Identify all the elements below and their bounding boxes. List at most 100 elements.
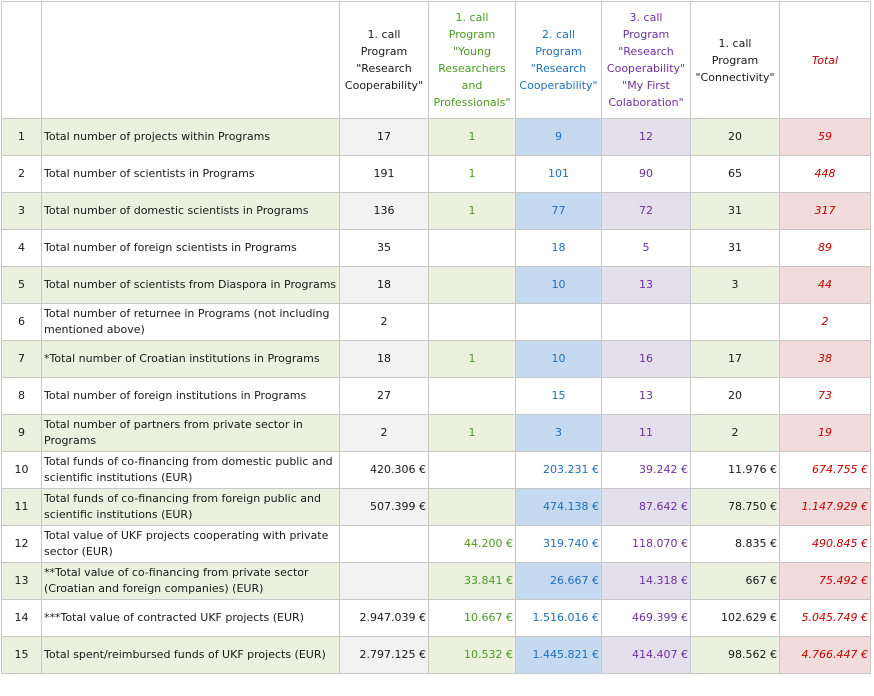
cell-call1-research-cooperability[interactable]: 191 [339,155,429,193]
row-number-cell[interactable]: 10 [1,451,42,489]
cell-call1-young-researchers[interactable]: 1 [428,192,516,230]
cell-call1-connectivity[interactable]: 31 [690,192,780,230]
row-label-cell[interactable]: Total number of returnee in Programs (no… [41,303,340,341]
row-label-cell[interactable]: Total number of scientists from Diaspora… [41,266,340,304]
cell-call3-my-first-colaboration[interactable]: 118.070 € [601,525,691,563]
cell-call1-connectivity[interactable]: 2 [690,414,780,452]
cell-call1-young-researchers[interactable] [428,377,516,415]
header-call2-research-cooperability[interactable]: 2. call Program "Research Cooperability" [515,1,602,119]
row-label-cell[interactable]: Total number of projects within Programs [41,118,340,156]
cell-call1-research-cooperability[interactable]: 27 [339,377,429,415]
row-label-cell[interactable]: Total value of UKF projects cooperating … [41,525,340,563]
cell-total[interactable]: 674.755 € [779,451,871,489]
cell-call3-my-first-colaboration[interactable]: 13 [601,377,691,415]
row-number-cell[interactable]: 1 [1,118,42,156]
cell-call1-young-researchers[interactable] [428,266,516,304]
row-label-cell[interactable]: ***Total value of contracted UKF project… [41,599,340,637]
cell-call2-research-cooperability[interactable]: 1.516.016 € [515,599,602,637]
cell-total[interactable]: 19 [779,414,871,452]
cell-call2-research-cooperability[interactable]: 3 [515,414,602,452]
cell-call1-connectivity[interactable]: 8.835 € [690,525,780,563]
cell-call1-connectivity[interactable]: 65 [690,155,780,193]
row-number-cell[interactable]: 9 [1,414,42,452]
cell-call3-my-first-colaboration[interactable]: 72 [601,192,691,230]
cell-call2-research-cooperability[interactable]: 10 [515,266,602,304]
cell-call1-research-cooperability[interactable]: 2.797.125 € [339,636,429,674]
row-number-cell[interactable]: 3 [1,192,42,230]
cell-call1-research-cooperability[interactable]: 35 [339,229,429,267]
row-label-cell[interactable]: Total number of scientists in Programs [41,155,340,193]
cell-call1-young-researchers[interactable]: 1 [428,118,516,156]
cell-call1-young-researchers[interactable]: 1 [428,414,516,452]
cell-call1-research-cooperability[interactable] [339,525,429,563]
row-number-cell[interactable]: 12 [1,525,42,563]
row-number-cell[interactable]: 14 [1,599,42,637]
cell-call1-young-researchers[interactable]: 10.667 € [428,599,516,637]
row-number-cell[interactable]: 13 [1,562,42,600]
cell-call2-research-cooperability[interactable]: 474.138 € [515,488,602,526]
row-label-cell[interactable]: Total number of foreign scientists in Pr… [41,229,340,267]
row-number-cell[interactable]: 8 [1,377,42,415]
row-label-cell[interactable]: Total number of domestic scientists in P… [41,192,340,230]
row-number-cell[interactable]: 5 [1,266,42,304]
cell-call3-my-first-colaboration[interactable]: 90 [601,155,691,193]
cell-call1-research-cooperability[interactable]: 420.306 € [339,451,429,489]
cell-call2-research-cooperability[interactable]: 9 [515,118,602,156]
cell-call1-connectivity[interactable]: 20 [690,377,780,415]
row-number-cell[interactable]: 2 [1,155,42,193]
cell-total[interactable]: 5.045.749 € [779,599,871,637]
row-number-cell[interactable]: 4 [1,229,42,267]
cell-call1-young-researchers[interactable]: 10.532 € [428,636,516,674]
header-corner[interactable] [1,1,42,119]
cell-call1-research-cooperability[interactable]: 136 [339,192,429,230]
cell-call3-my-first-colaboration[interactable]: 14.318 € [601,562,691,600]
cell-total[interactable]: 490.845 € [779,525,871,563]
header-total[interactable]: Total [779,1,871,119]
row-number-cell[interactable]: 11 [1,488,42,526]
cell-call3-my-first-colaboration[interactable]: 469.399 € [601,599,691,637]
cell-call3-my-first-colaboration[interactable]: 11 [601,414,691,452]
cell-call1-young-researchers[interactable] [428,229,516,267]
cell-call1-young-researchers[interactable]: 1 [428,340,516,378]
cell-call1-connectivity[interactable]: 31 [690,229,780,267]
cell-call3-my-first-colaboration[interactable]: 13 [601,266,691,304]
cell-call2-research-cooperability[interactable]: 1.445.821 € [515,636,602,674]
cell-call2-research-cooperability[interactable]: 26.667 € [515,562,602,600]
cell-total[interactable]: 4.766.447 € [779,636,871,674]
cell-call1-young-researchers[interactable]: 33.841 € [428,562,516,600]
cell-total[interactable]: 317 [779,192,871,230]
cell-call1-connectivity[interactable]: 20 [690,118,780,156]
cell-call1-research-cooperability[interactable]: 18 [339,266,429,304]
row-number-cell[interactable]: 6 [1,303,42,341]
cell-total[interactable]: 75.492 € [779,562,871,600]
cell-call1-connectivity[interactable]: 11.976 € [690,451,780,489]
row-label-cell[interactable]: Total number of partners from private se… [41,414,340,452]
cell-call1-connectivity[interactable]: 78.750 € [690,488,780,526]
cell-call1-research-cooperability[interactable]: 2.947.039 € [339,599,429,637]
cell-call1-research-cooperability[interactable]: 507.399 € [339,488,429,526]
cell-total[interactable]: 2 [779,303,871,341]
header-call1-research-cooperability[interactable]: 1. call Program "Research Cooperability" [339,1,429,119]
cell-call1-research-cooperability[interactable]: 2 [339,414,429,452]
row-number-cell[interactable]: 15 [1,636,42,674]
cell-call1-connectivity[interactable] [690,303,780,341]
header-call1-connectivity[interactable]: 1. call Program "Connectivity" [690,1,780,119]
row-label-cell[interactable]: Total number of foreign institutions in … [41,377,340,415]
cell-call3-my-first-colaboration[interactable]: 16 [601,340,691,378]
cell-call2-research-cooperability[interactable]: 18 [515,229,602,267]
row-label-cell[interactable]: Total funds of co-financing from domesti… [41,451,340,489]
cell-call3-my-first-colaboration[interactable]: 39.242 € [601,451,691,489]
row-label-cell[interactable]: **Total value of co-financing from priva… [41,562,340,600]
cell-call1-research-cooperability[interactable]: 17 [339,118,429,156]
cell-total[interactable]: 44 [779,266,871,304]
cell-call1-connectivity[interactable]: 98.562 € [690,636,780,674]
cell-call3-my-first-colaboration[interactable] [601,303,691,341]
row-number-cell[interactable]: 7 [1,340,42,378]
cell-call2-research-cooperability[interactable]: 77 [515,192,602,230]
cell-call1-young-researchers[interactable] [428,451,516,489]
cell-call1-connectivity[interactable]: 667 € [690,562,780,600]
cell-call1-research-cooperability[interactable]: 2 [339,303,429,341]
cell-call1-young-researchers[interactable] [428,303,516,341]
cell-total[interactable]: 73 [779,377,871,415]
header-label-column[interactable] [41,1,340,119]
